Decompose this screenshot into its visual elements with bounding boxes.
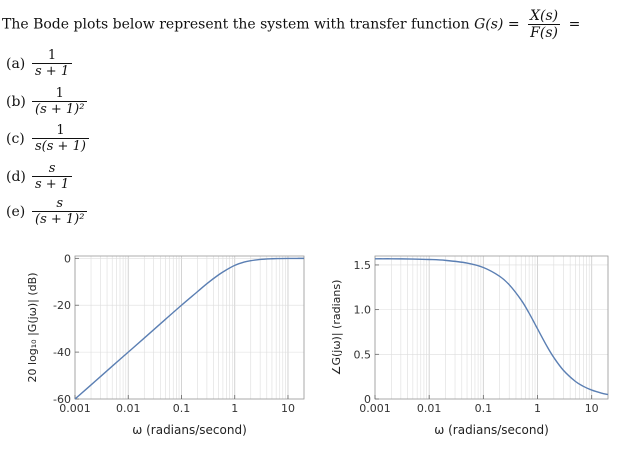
option-numerator: s [32,196,88,212]
y-axis-label: ∠G(jω)| (radians) [330,280,343,376]
question-text: The Bode plots below represent the syste… [2,8,580,41]
option-denominator: s + 1 [35,177,70,192]
y-tick-label: 0 [364,393,371,406]
option-fraction: 1 (s + 1)² [32,86,88,117]
option-b[interactable]: (b) 1 (s + 1)² [6,86,88,117]
option-fraction: s (s + 1)² [32,196,88,227]
option-d[interactable]: (d) s s + 1 [6,161,73,192]
y-tick-label: -20 [53,299,71,312]
x-tick-label: 10 [281,402,295,415]
x-axis-label: ω (radians/second) [434,423,549,437]
transfer-function-fraction: X(s) F(s) [528,8,561,41]
option-numerator: 1 [32,123,89,139]
plot-frame [374,255,609,400]
series-line [374,258,609,396]
x-tick-label: 0.01 [116,402,141,415]
option-denominator: (s + 1)² [35,102,85,117]
y-tick-label: -60 [53,393,71,406]
option-letter: (b) [6,93,26,110]
option-fraction: 1 s + 1 [32,48,73,79]
option-letter: (a) [6,55,26,72]
question-sentence: The Bode plots below represent the syste… [2,16,470,33]
x-tick-label: 10 [585,402,599,415]
phase-plot: 0.001 0.01 0.1 1 10 0 0.5 1.0 1.5 ω (radians/seco… [330,255,609,437]
option-numerator: s [32,161,73,177]
y-tick-label: 1.0 [354,304,372,317]
x-tick-label: 0.01 [417,402,442,415]
grid [74,256,305,400]
option-e[interactable]: (e) s (s + 1)² [6,196,88,227]
option-fraction: 1 s(s + 1) [32,123,89,154]
option-denominator: s + 1 [35,64,70,79]
grid [374,256,609,400]
y-tick-label: 1.5 [354,259,372,272]
option-c[interactable]: (c) 1 s(s + 1) [6,123,89,154]
option-letter: (c) [6,130,25,147]
fraction-denominator: F(s) [530,25,558,41]
fraction-numerator: X(s) [528,8,561,25]
option-denominator: s(s + 1) [35,139,86,154]
option-letter: (d) [6,168,26,185]
x-tick-label: 1 [534,402,541,415]
transfer-function-lhs: G(s) = [474,16,520,33]
equals-sign: = [568,16,581,33]
option-denominator: (s + 1)² [35,212,85,227]
x-tick-label: 1 [231,402,238,415]
option-letter: (e) [6,203,26,220]
y-tick-label: -40 [53,346,71,359]
plot-frame [74,255,305,400]
x-tick-label: 0.001 [359,402,391,415]
y-tick-label: 0.5 [354,348,372,361]
x-tick-label: 0.1 [173,402,191,415]
option-numerator: 1 [32,86,88,102]
y-axis-label: 20 log₁₀ |G(jω)| (dB) [26,273,39,383]
option-a[interactable]: (a) 1 s + 1 [6,48,73,79]
x-axis-label: ω (radians/second) [132,423,247,437]
x-tick-label: 0.001 [59,402,91,415]
series-line [74,257,305,400]
x-tick-label: 0.1 [475,402,493,415]
option-fraction: s s + 1 [32,161,73,192]
y-tick-label: 0 [64,252,71,265]
magnitude-plot: 0.001 0.01 0.1 1 10 -60 -40 -20 0 ω (radians/seco… [26,252,305,437]
option-numerator: 1 [32,48,73,64]
